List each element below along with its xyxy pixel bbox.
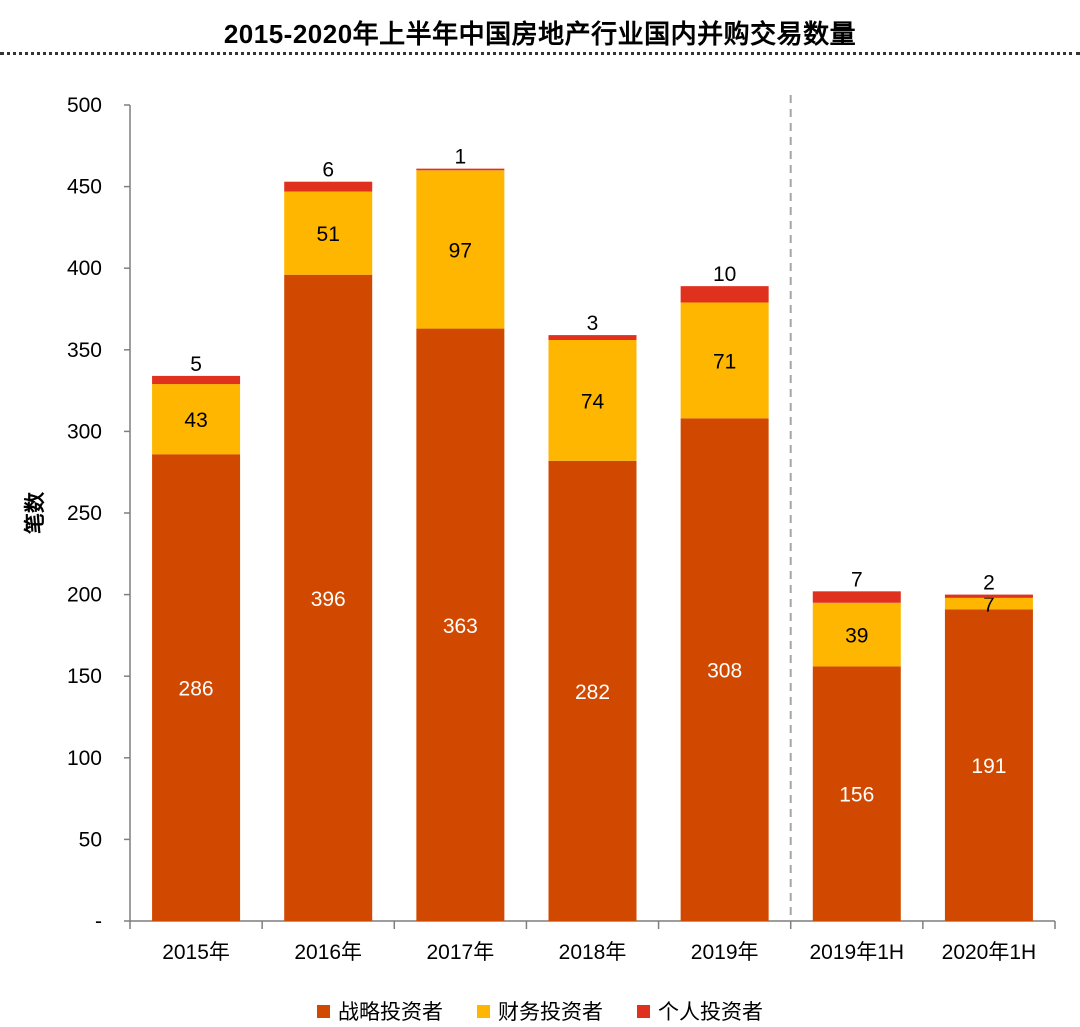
legend-label: 财务投资者 xyxy=(498,1001,603,1024)
legend-item: 战略投资者 xyxy=(317,996,443,1026)
y-tick-label: 300 xyxy=(67,420,102,443)
chart-title: 2015-2020年上半年中国房地产行业国内并购交易数量 xyxy=(223,19,857,49)
bar-segment xyxy=(680,286,769,303)
bar-segment xyxy=(944,597,1033,610)
data-label: 2 xyxy=(983,572,995,595)
bar-segment xyxy=(680,418,769,921)
x-tick-label: 2016年 xyxy=(294,941,362,964)
data-label: 282 xyxy=(575,681,610,704)
y-tick-label: 250 xyxy=(67,502,102,525)
data-label: 97 xyxy=(449,239,472,262)
x-tick-label: 2017年 xyxy=(426,941,494,964)
bar-segment xyxy=(284,274,373,921)
x-tick-label: 2018年 xyxy=(559,941,627,964)
data-label: 7 xyxy=(851,568,863,591)
y-tick-label: 350 xyxy=(67,339,102,362)
bar-segment xyxy=(812,591,901,603)
bar-segment xyxy=(812,666,901,921)
data-label: 363 xyxy=(443,615,478,638)
x-tick-label: 2019年1H xyxy=(810,941,905,964)
data-label: 1 xyxy=(455,146,467,169)
data-label: 5 xyxy=(190,353,202,376)
title-divider xyxy=(0,52,1080,55)
legend-swatch xyxy=(317,1004,330,1018)
y-axis-title: 笔数 xyxy=(23,491,47,534)
data-label: 6 xyxy=(322,159,334,182)
data-label: 43 xyxy=(184,409,207,432)
data-label: 71 xyxy=(713,350,736,373)
bar-segment xyxy=(944,594,1033,598)
data-label: 74 xyxy=(581,390,605,413)
bar-segment xyxy=(548,460,637,921)
data-label: 3 xyxy=(587,312,599,335)
data-label: 286 xyxy=(179,678,214,701)
bar-segment xyxy=(152,384,241,455)
y-tick-label: 450 xyxy=(67,176,102,199)
data-label: 7 xyxy=(983,594,995,617)
bar-segment xyxy=(416,168,505,171)
legend-swatch xyxy=(477,1004,490,1018)
y-tick-label: 150 xyxy=(67,665,102,688)
bar-segment xyxy=(152,375,241,385)
legend-item: 个人投资者 xyxy=(637,996,763,1026)
bar-segment xyxy=(416,328,505,922)
data-label: 10 xyxy=(713,263,736,286)
bar-segment xyxy=(548,335,637,341)
data-label: 396 xyxy=(311,588,346,611)
x-tick-label: 2019年 xyxy=(691,941,759,964)
bar-segment xyxy=(416,170,505,329)
data-label: 39 xyxy=(845,625,868,648)
bar-segment xyxy=(680,302,769,419)
bar-segment xyxy=(152,454,241,921)
y-tick-label: 400 xyxy=(67,257,102,280)
x-tick-label: 2020年1H xyxy=(942,941,1037,964)
y-tick-label: - xyxy=(95,910,102,933)
stacked-bar-chart: - 50 100 150 200 250 300 350 400 450 500 笔数 286 43 5 20… xyxy=(23,94,1056,964)
legend-swatch xyxy=(637,1004,650,1018)
bar-segment xyxy=(812,602,901,667)
data-label: 191 xyxy=(971,755,1006,778)
legend-item: 财务投资者 xyxy=(477,996,603,1026)
chart-legend: 战略投资者 财务投资者 个人投资者 xyxy=(0,996,1080,1026)
data-label: 51 xyxy=(317,223,340,246)
legend-label: 个人投资者 xyxy=(658,1001,763,1024)
y-tick-label: 500 xyxy=(67,94,102,117)
y-tick-label: 200 xyxy=(67,584,102,607)
legend-label: 战略投资者 xyxy=(338,1001,443,1024)
data-label: 156 xyxy=(839,784,874,807)
data-label: 308 xyxy=(707,660,742,683)
y-tick-label: 50 xyxy=(79,828,102,851)
bar-segment xyxy=(548,340,637,461)
bar-segment xyxy=(284,191,373,275)
bar-segment xyxy=(944,609,1033,921)
x-tick-label: 2015年 xyxy=(162,941,230,964)
y-tick-label: 100 xyxy=(67,747,102,770)
bar-segment xyxy=(284,181,373,192)
